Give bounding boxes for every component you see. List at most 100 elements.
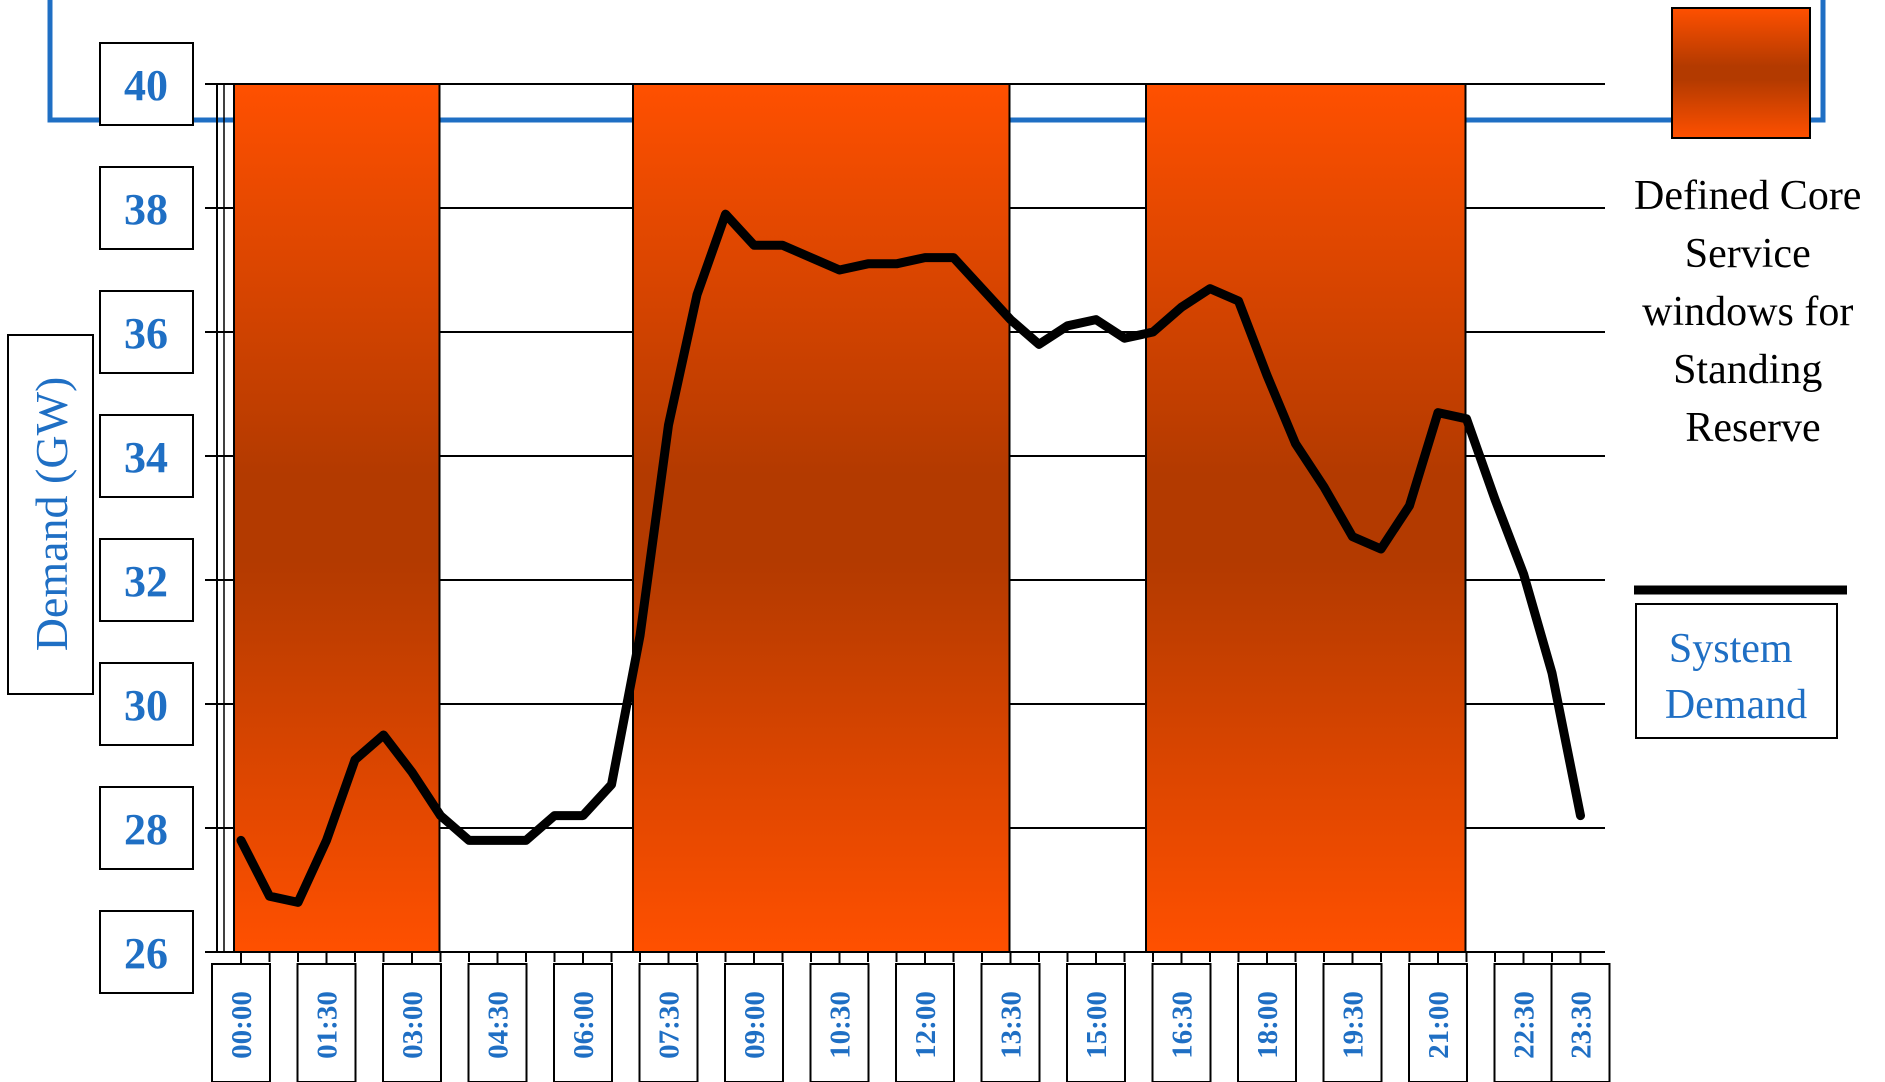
x-tick-box — [553, 963, 613, 1082]
y-tick-box — [99, 786, 194, 870]
x-tick-label: 22:30 — [1509, 991, 1541, 1059]
x-tick-box — [1151, 963, 1212, 1082]
x-tick-box — [1066, 963, 1126, 1082]
data-point — [297, 901, 299, 904]
x-tick-label: 15:00 — [1081, 991, 1113, 1059]
x-tick-box — [296, 963, 357, 1082]
x-tick-label: 13:30 — [996, 991, 1028, 1059]
x-tick-label: 04:30 — [483, 991, 515, 1059]
data-point — [1408, 504, 1411, 507]
data-point — [1437, 411, 1439, 414]
y-tick-box — [99, 538, 194, 622]
x-tick-label: 23:30 — [1566, 991, 1598, 1059]
data-point — [1152, 331, 1154, 333]
x-tick-box — [809, 963, 870, 1082]
core-service-window — [1145, 83, 1467, 953]
data-point — [667, 424, 670, 426]
legend-windows-line-5: Reserve — [1685, 405, 1820, 451]
core-service-windows — [233, 83, 1467, 953]
x-tick-box — [211, 963, 271, 1082]
x-tick-label: 01:30 — [312, 991, 344, 1059]
data-point — [1266, 374, 1268, 377]
x-tick-box — [895, 963, 955, 1082]
data-point — [1294, 442, 1297, 445]
x-tick-box — [467, 963, 528, 1082]
x-tick-label: 03:00 — [397, 991, 429, 1059]
data-point — [1009, 318, 1012, 321]
data-point — [924, 256, 926, 259]
x-tick-label: 10:30 — [825, 991, 857, 1059]
data-point — [268, 895, 271, 898]
y-tick-box — [99, 290, 194, 374]
data-point — [325, 839, 328, 842]
x-tick-box — [1550, 963, 1611, 1082]
legend-windows-label: Defined Core Service windows for Standin… — [1634, 173, 1872, 451]
data-point — [696, 293, 698, 296]
data-point — [867, 262, 869, 265]
y-tick-box — [99, 662, 194, 746]
x-tick-labels: 00:00 01:30 03:00 04:30 06:00 07:30 09:00 10:30… — [211, 952, 1611, 1082]
data-point — [1380, 548, 1382, 550]
data-point — [439, 814, 442, 817]
legend-demand-label: System Demand — [1665, 626, 1807, 728]
x-tick-box — [638, 963, 699, 1082]
x-tick-label: 12:00 — [910, 991, 942, 1059]
y-tick-labels: 40 38 36 34 32 30 28 26 — [99, 42, 217, 994]
data-point — [838, 269, 841, 271]
data-point — [354, 758, 356, 761]
y-tick-box — [99, 414, 194, 498]
data-point — [1095, 318, 1097, 321]
data-point — [1237, 300, 1240, 302]
data-point — [781, 244, 784, 247]
x-tick-label: 16:30 — [1167, 991, 1199, 1059]
x-tick-box — [1408, 963, 1468, 1082]
y-axis-label: Demand (GW) — [26, 377, 77, 652]
y-tick-box — [99, 910, 194, 994]
data-point — [1180, 306, 1183, 309]
legend-windows: Defined Core Service windows for Standin… — [1634, 7, 1872, 451]
y-tick-label: 36 — [124, 309, 168, 358]
y-tick-label: 40 — [124, 61, 168, 110]
series-line-system-demand — [236, 209, 1585, 907]
data-point — [952, 256, 955, 259]
legend-demand-line-1: System — [1669, 626, 1793, 672]
x-tick-label: 09:00 — [739, 991, 771, 1059]
x-tick-label: 19:30 — [1338, 991, 1370, 1059]
y-tick-label: 32 — [124, 557, 168, 606]
data-point — [1351, 535, 1354, 538]
legend-windows-line-3: windows for — [1642, 289, 1853, 335]
data-point — [1066, 324, 1069, 327]
legend-windows-swatch — [1671, 7, 1811, 139]
y-tick-label: 38 — [124, 185, 168, 234]
data-point — [411, 771, 413, 774]
legend-demand-line-2: Demand — [1665, 682, 1807, 728]
x-tick-box — [1322, 963, 1383, 1082]
data-point — [639, 634, 641, 637]
x-tick-label: 18:00 — [1252, 991, 1284, 1059]
data-point — [753, 244, 755, 247]
data-point — [1123, 337, 1126, 340]
x-tick-label: 06:00 — [568, 991, 600, 1059]
data-point — [1579, 814, 1582, 817]
y-tick-label: 34 — [124, 433, 168, 482]
y-tick-label: 30 — [124, 681, 168, 730]
data-point — [553, 814, 556, 817]
x-tick-label: 07:30 — [654, 991, 686, 1059]
data-point — [1465, 417, 1468, 420]
data-point — [895, 262, 898, 265]
x-tick-box — [724, 963, 784, 1082]
y-tick-label: 26 — [124, 929, 168, 978]
y-tick-label: 28 — [124, 805, 168, 854]
core-service-window — [632, 83, 1011, 953]
x-tick-box — [1237, 963, 1297, 1082]
data-point — [1038, 343, 1040, 346]
data-point — [1209, 287, 1211, 290]
series-layer — [236, 209, 1585, 907]
legend-windows-line-2: Service — [1685, 231, 1811, 277]
y-axis-title: Demand (GW) — [7, 334, 94, 695]
data-point — [1323, 486, 1325, 488]
x-tick-box — [980, 963, 1041, 1082]
data-point — [724, 213, 727, 216]
x-tick-box — [382, 963, 442, 1082]
